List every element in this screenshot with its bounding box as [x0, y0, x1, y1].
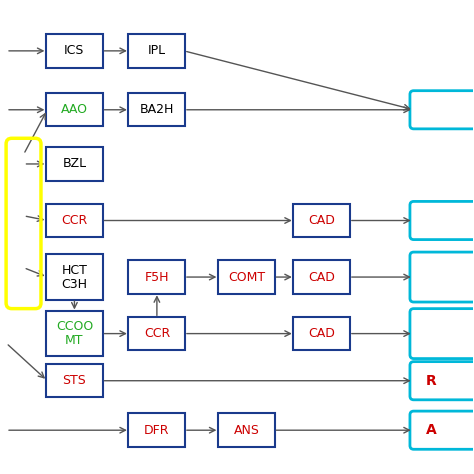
- Text: DFR: DFR: [144, 424, 170, 437]
- Text: R: R: [426, 374, 436, 388]
- Text: AAO: AAO: [61, 103, 88, 116]
- FancyBboxPatch shape: [218, 413, 275, 447]
- FancyBboxPatch shape: [46, 311, 103, 356]
- Text: BZL: BZL: [63, 157, 86, 171]
- FancyBboxPatch shape: [410, 201, 474, 239]
- FancyBboxPatch shape: [46, 204, 103, 237]
- FancyBboxPatch shape: [410, 362, 474, 400]
- FancyBboxPatch shape: [128, 34, 185, 68]
- FancyBboxPatch shape: [46, 93, 103, 127]
- FancyBboxPatch shape: [46, 255, 103, 300]
- FancyBboxPatch shape: [410, 411, 474, 449]
- FancyBboxPatch shape: [293, 260, 350, 294]
- FancyBboxPatch shape: [128, 260, 185, 294]
- FancyBboxPatch shape: [128, 413, 185, 447]
- FancyBboxPatch shape: [410, 252, 474, 302]
- FancyBboxPatch shape: [218, 260, 275, 294]
- Text: COMT: COMT: [228, 271, 265, 283]
- Text: CCR: CCR: [61, 214, 88, 227]
- FancyBboxPatch shape: [46, 364, 103, 398]
- FancyBboxPatch shape: [410, 309, 474, 358]
- FancyBboxPatch shape: [46, 34, 103, 68]
- Text: HCT
C3H: HCT C3H: [62, 264, 87, 291]
- Text: CCR: CCR: [144, 327, 170, 340]
- FancyBboxPatch shape: [46, 147, 103, 181]
- Text: CAD: CAD: [309, 271, 335, 283]
- Text: BA2H: BA2H: [140, 103, 174, 116]
- Text: IPL: IPL: [148, 45, 166, 57]
- FancyBboxPatch shape: [293, 204, 350, 237]
- Text: F5H: F5H: [145, 271, 169, 283]
- FancyBboxPatch shape: [410, 91, 474, 129]
- Text: ANS: ANS: [234, 424, 259, 437]
- Text: STS: STS: [63, 374, 86, 387]
- Text: CAD: CAD: [309, 327, 335, 340]
- FancyBboxPatch shape: [293, 317, 350, 350]
- Text: CCOO
MT: CCOO MT: [56, 320, 93, 347]
- Text: CAD: CAD: [309, 214, 335, 227]
- FancyBboxPatch shape: [128, 317, 185, 350]
- Text: A: A: [426, 423, 436, 437]
- Text: ICS: ICS: [64, 45, 85, 57]
- FancyBboxPatch shape: [128, 93, 185, 127]
